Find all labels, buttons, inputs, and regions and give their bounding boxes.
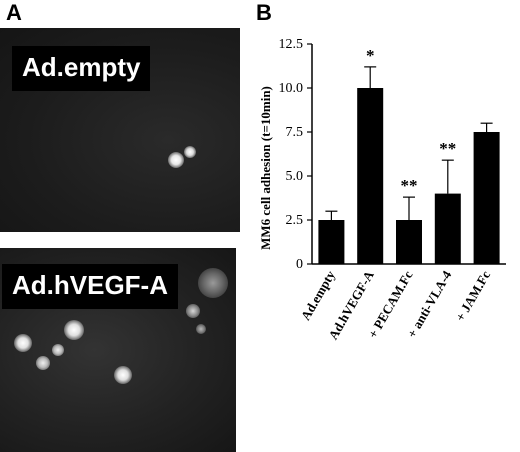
bar <box>434 193 461 264</box>
x-tick-label: Ad.empty <box>298 268 339 323</box>
fluorescent-cell <box>36 356 50 370</box>
micrograph-label: Ad.empty <box>12 46 151 91</box>
panel-letter-b: B <box>256 0 272 25</box>
micrograph-ad-hvegf-a: Ad.hVEGF-A <box>0 248 236 452</box>
adhesion-bar-chart: MM6 cell adhesion (t=10min) 0 2.5 5.0 7.5 10… <box>258 37 506 342</box>
bar <box>357 88 384 264</box>
significance-label: * <box>366 46 375 65</box>
chart-bars: ***** <box>318 46 500 264</box>
bar <box>318 220 345 264</box>
micrograph-label: Ad.hVEGF-A <box>2 264 178 309</box>
chart-axes: 0 2.5 5.0 7.5 10.0 12.5 <box>279 37 506 272</box>
fluorescent-cell <box>198 268 228 298</box>
y-tick-label: 0 <box>296 257 303 272</box>
panel-letter-a: A <box>6 0 22 25</box>
y-tick-label: 2.5 <box>286 213 304 228</box>
y-tick-label: 7.5 <box>286 125 304 140</box>
bar <box>473 132 500 264</box>
fluorescent-cell <box>14 334 32 352</box>
x-tick-label: + JAM.Fc <box>452 268 493 324</box>
fluorescent-cell <box>186 304 200 318</box>
fluorescent-cell <box>184 146 196 158</box>
y-tick-label: 5.0 <box>286 169 304 184</box>
y-tick-label: 12.5 <box>279 37 304 52</box>
fluorescent-cell <box>168 152 184 168</box>
significance-label: ** <box>439 139 456 158</box>
fluorescent-cell <box>52 344 64 356</box>
fluorescent-cell <box>114 366 132 384</box>
fluorescent-cell <box>64 320 84 340</box>
fluorescent-cell <box>196 324 206 334</box>
bar <box>396 220 422 264</box>
y-tick-label: 10.0 <box>279 81 304 96</box>
y-axis-label: MM6 cell adhesion (t=10min) <box>258 86 273 250</box>
significance-label: ** <box>401 176 418 195</box>
micrograph-ad-empty: Ad.empty <box>0 28 240 232</box>
